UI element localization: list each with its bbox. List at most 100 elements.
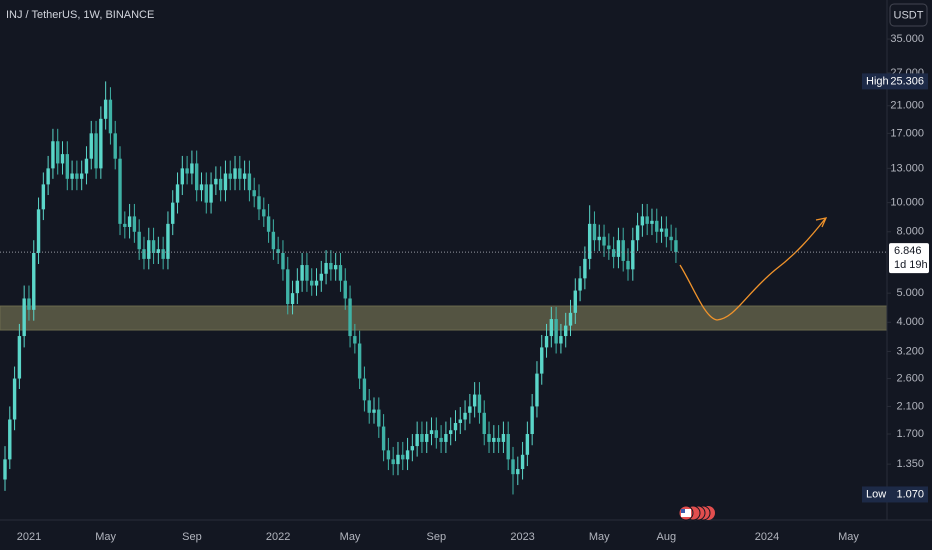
candle-body	[180, 168, 185, 185]
candle-body	[434, 430, 439, 438]
y-tick-label: 13.000	[890, 162, 924, 174]
candle-body	[372, 409, 376, 413]
candle-body	[377, 409, 381, 427]
candle-body	[669, 236, 673, 241]
candle-body	[367, 400, 371, 413]
candle-body	[338, 265, 343, 281]
high-label: High	[866, 75, 889, 87]
candle-body	[290, 293, 295, 305]
candle-body	[300, 265, 304, 281]
candle-body	[108, 99, 113, 134]
x-tick-label: Aug	[657, 531, 677, 543]
x-tick-label: 2024	[755, 531, 779, 543]
candle-body	[295, 280, 300, 294]
candle-body	[506, 434, 510, 460]
candle-body	[218, 178, 223, 191]
y-tick-label: 1.700	[896, 428, 924, 440]
candle-body	[286, 269, 290, 305]
y-tick-label: 1.350	[896, 458, 924, 470]
candle-body	[70, 173, 74, 179]
candle-body	[281, 252, 285, 270]
currency-button[interactable]	[889, 3, 928, 27]
events-icon[interactable]	[678, 505, 715, 521]
plot-area	[0, 81, 888, 495]
candle-body	[266, 216, 271, 232]
candle-body	[223, 173, 228, 191]
candle-body	[453, 422, 458, 431]
candle-body	[587, 223, 592, 259]
high-value: 25.306	[890, 75, 924, 87]
candle-body	[3, 459, 7, 480]
candle-body	[60, 154, 65, 164]
projection-arrow	[679, 218, 826, 321]
candle-body	[127, 216, 132, 227]
candle-body	[89, 133, 93, 159]
candle-body	[592, 223, 597, 241]
current-price-box	[889, 243, 929, 274]
candle-body	[487, 434, 491, 442]
candle-body	[305, 265, 309, 281]
candle-body	[84, 158, 89, 174]
y-tick-label: 4.000	[896, 316, 924, 328]
candle-body	[659, 228, 664, 232]
candle-body	[535, 373, 539, 407]
candle-body	[650, 220, 654, 224]
candle-body	[578, 278, 582, 291]
candle-body	[190, 163, 194, 174]
candle-body	[103, 99, 108, 119]
candle-body	[171, 202, 175, 224]
candle-body	[142, 249, 146, 259]
y-tick-label: 2.100	[896, 400, 924, 412]
candle-body	[583, 258, 587, 279]
currency-label[interactable]: USDT	[894, 9, 924, 21]
candle-body	[564, 325, 568, 337]
x-tick-label: 2021	[17, 531, 41, 543]
candle-body	[626, 260, 630, 270]
candle-body	[391, 459, 395, 465]
zone	[0, 305, 888, 331]
y-tick-label: 3.200	[896, 345, 924, 357]
candle-body	[477, 394, 482, 413]
candle-body	[511, 459, 515, 475]
candle-body	[664, 228, 669, 237]
candle-body	[132, 216, 137, 232]
candle-body	[238, 168, 242, 179]
candle-body	[56, 141, 60, 164]
candle-body	[492, 437, 496, 442]
y-tick-label: 8.000	[896, 226, 924, 238]
candle-body	[645, 216, 649, 224]
candle-body	[324, 262, 328, 274]
candle-body	[36, 209, 41, 253]
candle-body	[319, 273, 323, 281]
candle-body	[113, 133, 117, 159]
chart-title: INJ / TetherUS, 1W, BINANCE	[6, 9, 154, 21]
candle-body	[420, 434, 424, 442]
candle-body	[147, 240, 151, 259]
candle-body	[381, 426, 386, 451]
candle-body	[228, 173, 232, 179]
flag-icon	[681, 509, 691, 517]
candle-body	[79, 173, 84, 179]
candle-body	[22, 298, 26, 337]
candle-body	[8, 419, 12, 460]
x-tick-label: May	[340, 531, 361, 543]
candle-body	[482, 412, 486, 435]
x-tick-label: 2023	[510, 531, 534, 543]
candle-body	[12, 378, 17, 420]
candle-body	[123, 223, 127, 227]
candle-body	[540, 347, 544, 374]
candle-body	[46, 168, 50, 185]
candle-body	[544, 336, 549, 348]
candle-body	[568, 312, 573, 326]
candle-body	[621, 240, 625, 261]
candle-body	[353, 336, 357, 344]
candle-body	[185, 168, 189, 174]
candle-body	[425, 434, 429, 442]
candle-body	[51, 141, 55, 169]
candle-body	[597, 236, 601, 241]
candle-body	[554, 319, 558, 344]
candle-body	[348, 298, 352, 337]
x-tick-label: May	[589, 531, 610, 543]
candle-body	[362, 378, 367, 401]
